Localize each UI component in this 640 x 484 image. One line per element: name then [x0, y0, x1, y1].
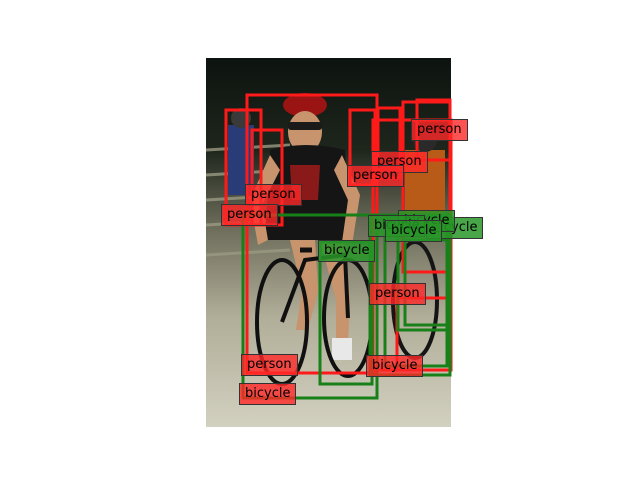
- label-bicycle: bicycle: [366, 355, 424, 377]
- label-person: person: [347, 165, 404, 187]
- label-person: person: [245, 184, 302, 206]
- label-bicycle: bicycle: [318, 240, 376, 262]
- box-bicycle: [241, 213, 379, 400]
- label-person: person: [369, 283, 426, 305]
- background-rider-left: [228, 108, 254, 195]
- label-person: person: [221, 204, 278, 226]
- label-person: person: [241, 354, 298, 376]
- label-bicycle: bicycle: [239, 383, 297, 405]
- label-person: person: [411, 119, 468, 141]
- label-bicycle: bicycle: [385, 220, 443, 242]
